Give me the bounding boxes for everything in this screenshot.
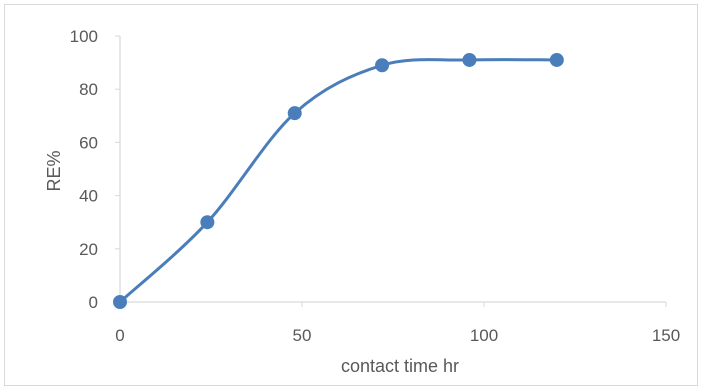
series-lines xyxy=(118,58,559,304)
x-tick-label: 150 xyxy=(652,326,680,345)
y-axis-title: RE% xyxy=(44,150,64,191)
data-point xyxy=(375,58,390,73)
y-tick-label: 60 xyxy=(79,133,98,152)
y-tick-label: 0 xyxy=(89,293,98,312)
data-point xyxy=(200,215,215,230)
y-tick-label: 100 xyxy=(70,27,98,46)
x-tick-label: 0 xyxy=(115,326,124,345)
x-axis-title: contact time hr xyxy=(341,356,459,376)
data-point xyxy=(113,295,127,309)
y-tick-label: 20 xyxy=(79,240,98,259)
data-point xyxy=(462,52,477,67)
x-tick-label: 50 xyxy=(293,326,312,345)
chart-frame xyxy=(4,4,698,386)
series-line xyxy=(118,58,559,304)
axes xyxy=(115,35,667,307)
data-point xyxy=(287,106,302,121)
x-tick-label: 100 xyxy=(470,326,498,345)
tick-labels: 0 50 100 150 0 20 40 60 80 100 xyxy=(70,27,681,345)
data-point xyxy=(549,52,564,67)
y-tick-label: 80 xyxy=(79,80,98,99)
y-tick-label: 40 xyxy=(79,187,98,206)
data-points xyxy=(113,52,564,309)
